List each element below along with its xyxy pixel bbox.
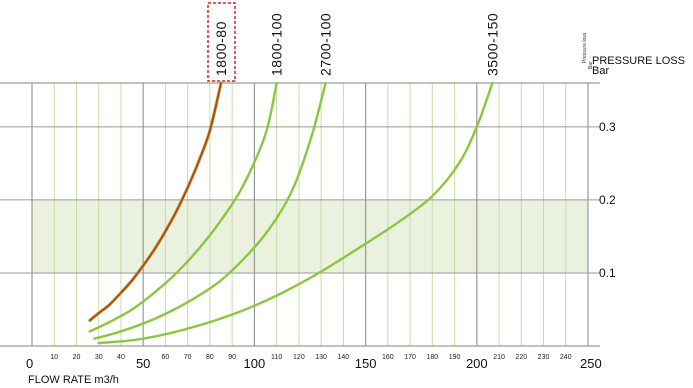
curve-1800-100 — [88, 81, 278, 333]
highlight-box — [207, 2, 236, 82]
series-label-3500-150: 3500-150 — [484, 13, 500, 76]
x-minor-tick-label: 60 — [162, 354, 170, 361]
x-minor-tick-label: 40 — [117, 354, 125, 361]
series-label-1800-80: 1800-80 — [213, 21, 229, 76]
x-minor-tick-label: 80 — [206, 354, 214, 361]
curve-2700-100 — [93, 81, 327, 340]
x-major-tick-label: 200 — [466, 356, 488, 371]
x-axis-title: FLOW RATE m3/h — [28, 374, 119, 386]
y-axis-unit-small: Bar — [588, 61, 594, 69]
x-minor-tick-label: 140 — [338, 354, 350, 361]
y-tick-labels: 0.1 0.2 0.3 — [599, 120, 616, 280]
x-minor-tick-label: 190 — [449, 354, 461, 361]
major-gridlines — [0, 82, 600, 347]
x-minor-tick-label: 30 — [95, 354, 103, 361]
y-tick-label: 0.2 — [599, 193, 616, 207]
x-major-tick-label: 0 — [26, 356, 33, 371]
x-minor-tick-label: 130 — [315, 354, 327, 361]
x-minor-tick-label: 160 — [382, 354, 394, 361]
x-minor-tick-label: 240 — [560, 354, 572, 361]
x-minor-tick-label: 230 — [538, 354, 550, 361]
curve-1800-80 — [88, 82, 222, 322]
x-minor-tick-label: 110 — [271, 354, 282, 361]
series-labels: 1800-80 1800-100 2700-100 3500-150 — [213, 13, 500, 76]
x-major-tick-label: 100 — [244, 356, 266, 371]
curves — [88, 81, 494, 345]
y-axis-title: PRESSURE LOSS — [592, 55, 685, 67]
x-major-tick-label: 50 — [136, 356, 150, 371]
x-major-tick-label: 250 — [580, 356, 602, 371]
y-axis-unit: Bar — [592, 65, 609, 77]
pressure-loss-band — [32, 199, 588, 273]
x-minor-tick-label: 120 — [293, 354, 305, 361]
x-minor-tick-label: 170 — [404, 354, 416, 361]
y-axis-title-small: Pressure loss — [582, 32, 588, 63]
y-tick-label: 0.3 — [599, 120, 616, 134]
x-minor-tick-label: 180 — [426, 354, 438, 361]
x-minor-tick-label: 220 — [515, 354, 527, 361]
y-tick-label: 0.1 — [599, 266, 616, 280]
x-minor-tick-label: 210 — [493, 354, 505, 361]
series-label-1800-100: 1800-100 — [269, 13, 285, 76]
curve-3500-150 — [97, 81, 494, 345]
x-minor-tick-label: 90 — [228, 354, 236, 361]
x-major-tick-label: 150 — [355, 356, 377, 371]
x-tick-labels: 10 20 30 40 60 70 80 90 110 120 130 140 160 170 180 190… — [26, 354, 602, 371]
x-minor-tick-label: 10 — [50, 354, 58, 361]
x-minor-tick-label: 20 — [73, 354, 81, 361]
series-label-2700-100: 2700-100 — [318, 13, 334, 76]
x-minor-tick-label: 70 — [184, 354, 192, 361]
